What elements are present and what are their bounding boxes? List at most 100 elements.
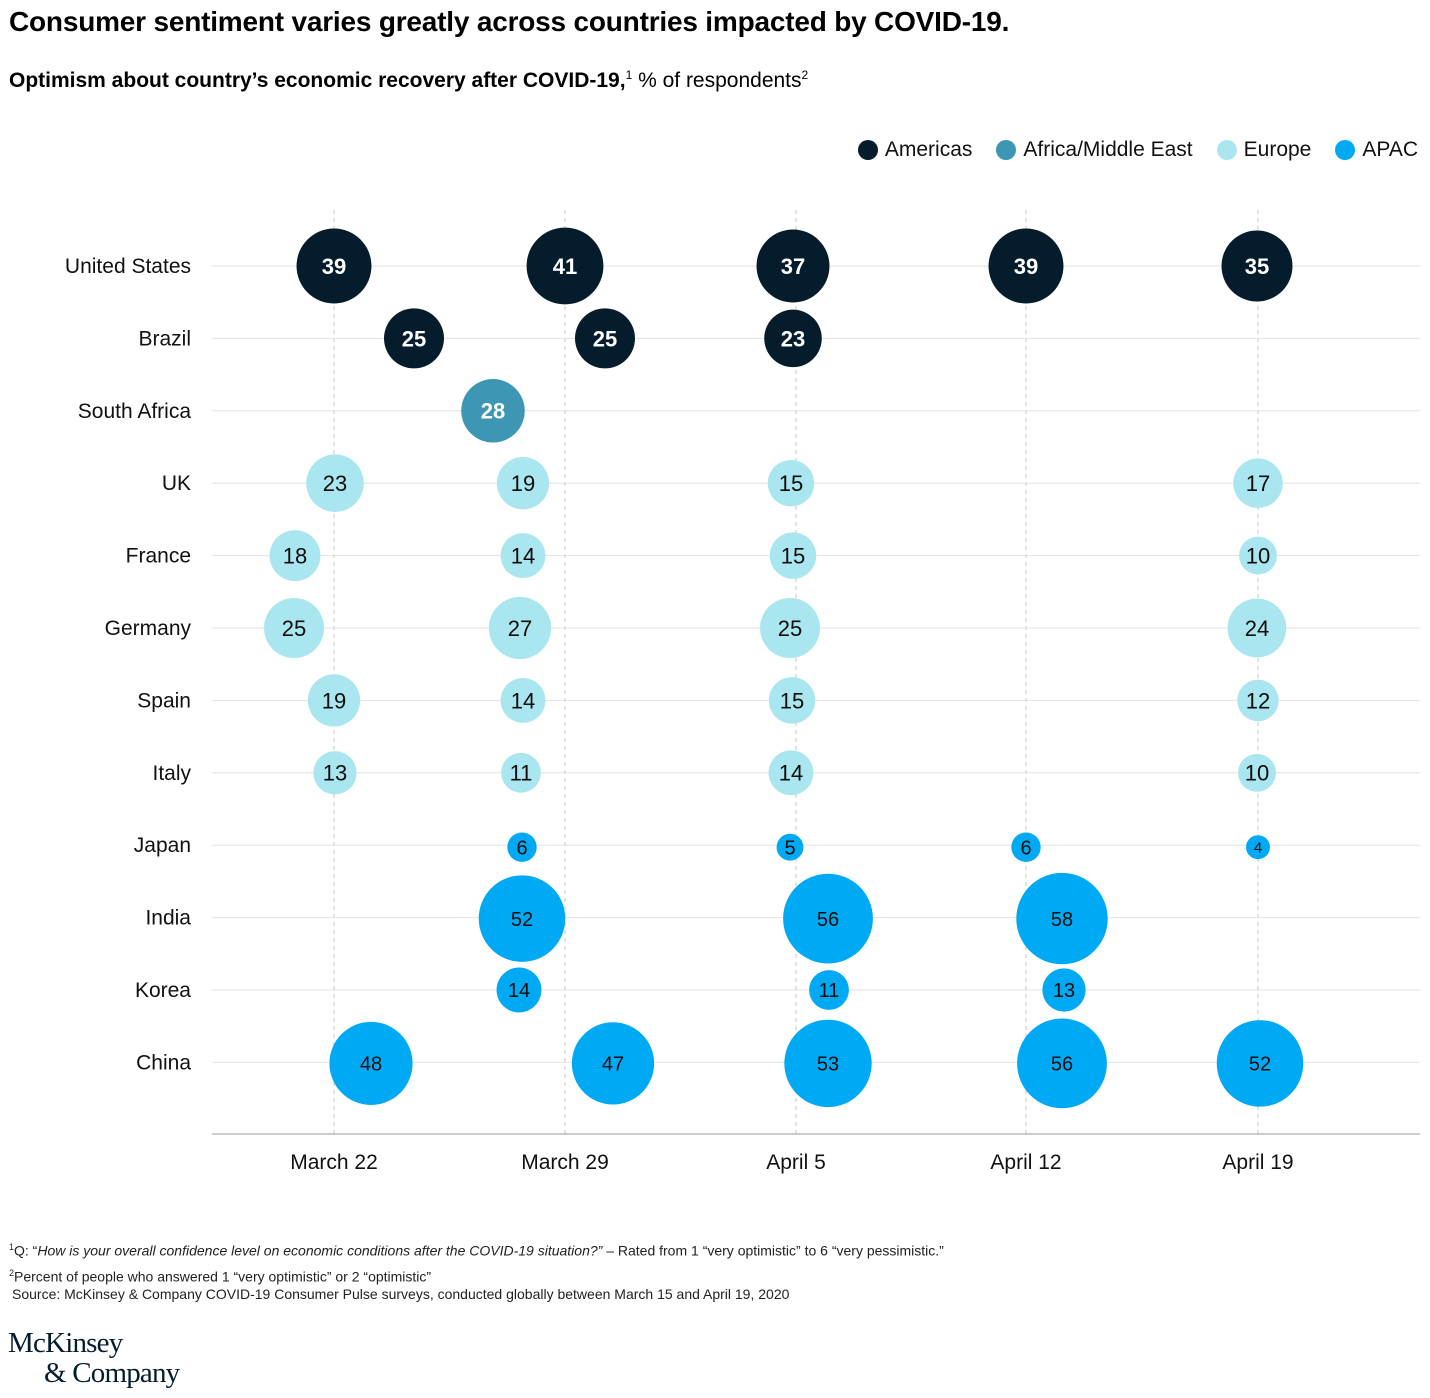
legend-item-africa-middle-east: Africa/Middle East — [996, 138, 1193, 162]
legend-item-apac: APAC — [1335, 138, 1418, 162]
row-label-uk: UK — [162, 472, 191, 495]
bubble-korea-march-29 — [496, 967, 542, 1013]
bubble-china-april-19-label: 52 — [1249, 1054, 1271, 1076]
x-tick-march-22: March 22 — [290, 1151, 378, 1174]
bubble-japan-april-12 — [1011, 832, 1041, 862]
bubble-korea-april-5 — [809, 970, 849, 1010]
bubble-france-april-19-label: 10 — [1246, 544, 1270, 569]
bubble-china-march-22-label: 48 — [360, 1054, 382, 1076]
bubble-south-africa-march-29 — [461, 379, 525, 443]
footnotes: 1Q: “How is your overall confidence leve… — [9, 1236, 944, 1287]
bubble-france-march-29 — [500, 533, 546, 579]
bubble-korea-april-12 — [1042, 968, 1086, 1012]
legend-label-americas: Americas — [884, 138, 973, 161]
bubble-germany-march-22 — [264, 598, 324, 658]
legend-swatch-africa-middle-east — [996, 140, 1017, 160]
bubble-germany-march-22-label: 25 — [282, 616, 306, 641]
row-label-china: China — [136, 1051, 191, 1074]
bubble-china-march-29 — [571, 1022, 655, 1105]
bubble-china-april-5 — [784, 1019, 872, 1108]
row-label-italy: Italy — [152, 762, 191, 785]
bubble-india-april-5 — [783, 873, 873, 964]
legend-label-apac: APAC — [1362, 138, 1418, 161]
chart-subtitle: Optimism about country’s economic recove… — [9, 68, 808, 93]
bubble-brazil-march-22 — [384, 308, 444, 369]
row-label-spain: Spain — [137, 689, 191, 712]
bubble-france-march-22 — [269, 530, 321, 582]
bubble-italy-march-29-label: 11 — [510, 761, 533, 786]
bubble-united-states-april-5 — [756, 229, 830, 303]
bubble-italy-april-5-label: 14 — [779, 761, 803, 786]
bubble-spain-march-22 — [307, 674, 361, 727]
bubble-japan-april-5-label: 5 — [784, 837, 795, 859]
bubble-chart: United States Brazil South Africa UK France G… — [65, 210, 1420, 1174]
legend-swatch-americas — [857, 140, 878, 160]
bubble-united-states-april-12 — [988, 228, 1064, 304]
bubble-italy-april-5 — [768, 750, 814, 796]
bubble-france-april-5-label: 15 — [781, 544, 805, 569]
bubble-united-states-march-29-label: 41 — [553, 254, 577, 279]
bubble-united-states-april-12-label: 39 — [1014, 254, 1038, 279]
footnote-1-prefix: Q: “ — [14, 1242, 38, 1259]
bubble-spain-april-5-label: 15 — [780, 688, 804, 713]
bubble-united-states-april-19-label: 35 — [1245, 254, 1269, 279]
row-label-united-states: United States — [65, 255, 191, 278]
bubble-brazil-march-22-label: 25 — [402, 326, 426, 351]
source-note: Source: McKinsey & Company COVID-19 Cons… — [12, 1286, 790, 1302]
x-tick-april-5: April 5 — [766, 1151, 826, 1174]
bubble-japan-april-19-label: 4 — [1254, 840, 1262, 857]
bubble-germany-april-5 — [760, 598, 820, 658]
bubble-japan-april-12-label: 6 — [1020, 837, 1031, 859]
mckinsey-logo: McKinsey & Company — [8, 1328, 180, 1389]
bubble-italy-march-22 — [313, 751, 357, 795]
bubble-china-april-12-label: 56 — [1051, 1054, 1073, 1076]
bubble-india-march-29-label: 52 — [511, 909, 533, 931]
bubble-germany-april-19 — [1227, 598, 1287, 658]
bubble-china-march-29-label: 47 — [602, 1054, 624, 1076]
bubble-brazil-march-29 — [575, 308, 635, 369]
bubble-france-april-5 — [769, 532, 817, 579]
legend: Americas Africa/Middle East Europe APAC — [857, 138, 1418, 162]
row-label-korea: Korea — [135, 979, 191, 1002]
bubble-uk-march-29 — [496, 457, 550, 510]
bubble-germany-march-29-label: 27 — [508, 616, 532, 641]
legend-label-africa-middle-east: Africa/Middle East — [1023, 138, 1193, 161]
chart-title: Consumer sentiment varies greatly across… — [9, 6, 1010, 37]
bubble-germany-march-29 — [488, 596, 552, 660]
legend-swatch-europe — [1216, 140, 1237, 160]
bubble-brazil-march-29-label: 25 — [593, 326, 617, 351]
bubble-italy-april-19 — [1238, 753, 1276, 792]
footnote-2-marker: 2 — [9, 1267, 15, 1278]
bubble-italy-march-22-label: 13 — [323, 761, 347, 786]
bubble-uk-april-5-label: 15 — [779, 471, 803, 496]
bubble-japan-april-19 — [1246, 835, 1270, 860]
footnote-1-suffix: – Rated from 1 “very optimistic” to 6 “v… — [602, 1242, 944, 1259]
bubble-china-april-5-label: 53 — [817, 1054, 839, 1076]
bubble-france-april-19 — [1239, 536, 1277, 575]
bubble-japan-april-5 — [776, 833, 804, 861]
bubble-italy-april-19-label: 10 — [1245, 761, 1269, 786]
legend-swatch-apac — [1335, 140, 1356, 160]
bubble-japan-march-29 — [507, 832, 537, 862]
bubble-united-states-march-22-label: 39 — [322, 254, 346, 279]
subtitle-strong: Optimism about country’s economic recove… — [9, 69, 626, 92]
bubble-china-april-12 — [1017, 1018, 1107, 1109]
bubble-uk-march-29-label: 19 — [511, 471, 535, 496]
bubble-india-march-29 — [478, 875, 566, 962]
bubble-france-march-22-label: 18 — [283, 544, 307, 569]
bubble-korea-april-12-label: 13 — [1053, 980, 1075, 1002]
bubble-uk-april-5 — [767, 459, 815, 507]
bubble-korea-march-29-label: 14 — [508, 980, 530, 1002]
bubble-india-april-5-label: 56 — [817, 909, 839, 931]
row-label-france: France — [126, 545, 191, 568]
bubble-japan-march-29-label: 6 — [516, 837, 527, 859]
bubble-spain-april-19 — [1237, 679, 1279, 722]
bubble-united-states-march-22 — [296, 228, 372, 304]
bubble-india-april-12-label: 58 — [1051, 909, 1073, 931]
bubble-spain-march-29 — [500, 677, 546, 723]
bubble-uk-march-22-label: 23 — [323, 471, 347, 496]
subtitle-unit: % of respondents — [632, 69, 802, 92]
bubble-china-march-22 — [329, 1021, 413, 1105]
subtitle-footnote-2: 2 — [801, 68, 809, 82]
logo-line-2: & Company — [44, 1357, 180, 1389]
